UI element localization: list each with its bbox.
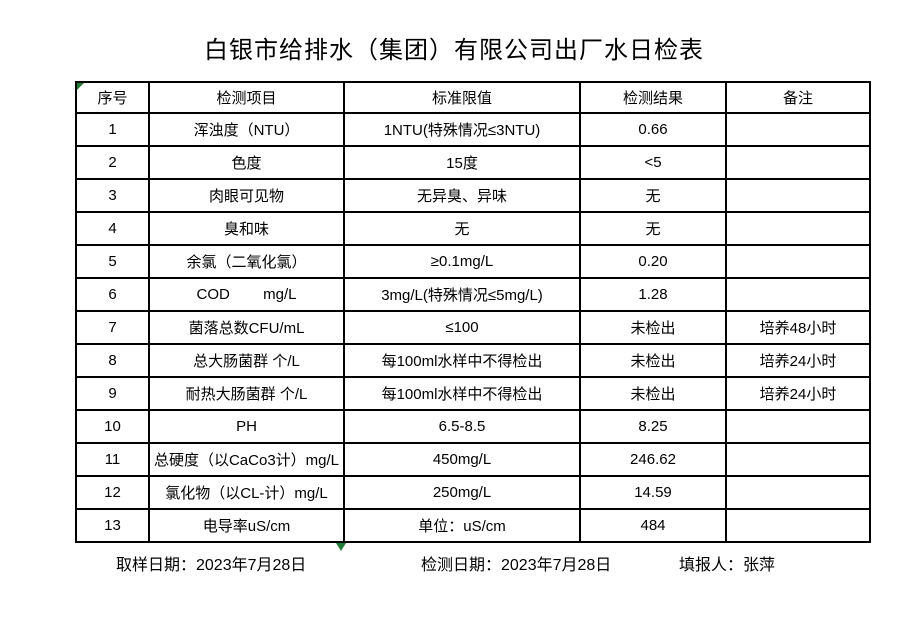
cell-serial-number: 13 [75, 508, 150, 543]
table-row: 13 电导率uS/cm 单位：uS/cm 484 [75, 508, 871, 543]
header-remark: 备注 [725, 81, 871, 114]
cell-remark: 培养24小时 [725, 343, 871, 378]
reporter-text: 填报人：张萍 [679, 557, 776, 574]
cell-serial-number: 12 [75, 475, 150, 510]
table-row: 2 色度 15度 <5 [75, 145, 871, 180]
cell-remark [725, 442, 871, 477]
cell-serial-number: 4 [75, 211, 150, 246]
cell-serial-number: 9 [75, 376, 150, 411]
cell-serial-number: 8 [75, 343, 150, 378]
header-test-result: 检测结果 [579, 81, 727, 114]
cell-remark [725, 277, 871, 312]
cell-standard-limit: 6.5-8.5 [343, 409, 581, 444]
table-row: 12 氯化物（以CL-计）mg/L 250mg/L 14.59 [75, 475, 871, 510]
cell-remark: 培养48小时 [725, 310, 871, 345]
table-row: 6 COD mg/L 3mg/L(特殊情况≤5mg/L) 1.28 [75, 277, 871, 312]
cell-test-result: 0.20 [579, 244, 727, 279]
inspection-table: 序号 检测项目 标准限值 检测结果 备注 1 浑浊度（NTU） 1NTU(特殊情况≤… [75, 81, 871, 543]
cell-serial-number: 11 [75, 442, 150, 477]
cell-remark [725, 475, 871, 510]
cell-test-item: 总大肠菌群 个/L [148, 343, 345, 378]
cell-test-item: 浑浊度（NTU） [148, 112, 345, 147]
cell-test-result: 未检出 [579, 343, 727, 378]
cell-test-result: 14.59 [579, 475, 727, 510]
cell-test-result: 未检出 [579, 376, 727, 411]
cell-test-result: 484 [579, 508, 727, 543]
cell-serial-number: 5 [75, 244, 150, 279]
cell-test-result: 无 [579, 178, 727, 213]
cell-test-result: 未检出 [579, 310, 727, 345]
cell-test-item: 菌落总数CFU/mL [148, 310, 345, 345]
cell-standard-limit: ≤100 [343, 310, 581, 345]
cell-test-result: 0.66 [579, 112, 727, 147]
table-row: 8 总大肠菌群 个/L 每100ml水样中不得检出 未检出 培养24小时 [75, 343, 871, 378]
cell-remark [725, 145, 871, 180]
cell-test-result: 246.62 [579, 442, 727, 477]
cell-remark [725, 211, 871, 246]
cell-remark: 培养24小时 [725, 376, 871, 411]
header-standard-limit: 标准限值 [343, 81, 581, 114]
cell-standard-limit: 单位：uS/cm [343, 508, 581, 543]
table-row: 4 臭和味无无 [75, 211, 871, 246]
cell-test-result: <5 [579, 145, 727, 180]
table-row: 5 余氯（二氧化氯） ≥0.1mg/L 0.20 [75, 244, 871, 279]
green-triangle-marker-icon [336, 543, 346, 551]
header-row: 序号 检测项目 标准限值 检测结果 备注 [75, 81, 871, 114]
table-row: 9 耐热大肠菌群 个/L 每100ml水样中不得检出 未检出 培养24小时 [75, 376, 871, 411]
cell-test-result: 8.25 [579, 409, 727, 444]
cell-test-item: 耐热大肠菌群 个/L [148, 376, 345, 411]
cell-standard-limit: 250mg/L [343, 475, 581, 510]
test-date-text: 检测日期：2023年7月28日 [421, 557, 612, 574]
cell-standard-limit: 无异臭、异味 [343, 178, 581, 213]
cell-serial-number: 7 [75, 310, 150, 345]
cell-serial-number: 6 [75, 277, 150, 312]
table-row: 10 PH 6.5-8.5 8.25 [75, 409, 871, 444]
cell-remark [725, 508, 871, 543]
table-row: 1 浑浊度（NTU） 1NTU(特殊情况≤3NTU) 0.66 [75, 112, 871, 147]
table-body: 1 浑浊度（NTU） 1NTU(特殊情况≤3NTU) 0.66 2 色度 15度 <5 3 肉眼可… [75, 112, 871, 543]
sampling-date-text: 取样日期：2023年7月28日 [116, 557, 307, 574]
table-row: 3 肉眼可见物 无异臭、异味无 [75, 178, 871, 213]
cell-standard-limit: 15度 [343, 145, 581, 180]
cell-serial-number: 2 [75, 145, 150, 180]
header-test-item: 检测项目 [148, 81, 345, 114]
cell-test-item: 总硬度（以CaCo3计）mg/L [148, 442, 345, 477]
cell-test-result: 1.28 [579, 277, 727, 312]
footer: 取样日期：2023年7月28日 检测日期：2023年7月28日 填报人：张萍 [0, 551, 908, 574]
cell-serial-number: 10 [75, 409, 150, 444]
cell-test-item: 氯化物（以CL-计）mg/L [148, 475, 345, 510]
cell-test-item: 臭和味 [148, 211, 345, 246]
cell-test-item: 余氯（二氧化氯） [148, 244, 345, 279]
cell-test-item: COD mg/L [148, 277, 345, 312]
cell-test-result: 无 [579, 211, 727, 246]
cell-test-item: 肉眼可见物 [148, 178, 345, 213]
cell-test-item: 电导率uS/cm [148, 508, 345, 543]
cell-standard-limit: 450mg/L [343, 442, 581, 477]
table-row: 7 菌落总数CFU/mL ≤100 未检出 培养48小时 [75, 310, 871, 345]
cell-remark [725, 244, 871, 279]
table-row: 11 总硬度（以CaCo3计）mg/L 450mg/L 246.62 [75, 442, 871, 477]
cell-test-item: PH [148, 409, 345, 444]
cell-remark [725, 112, 871, 147]
page-title: 白银市给排水（集团）有限公司出厂水日检表 [204, 37, 704, 64]
cell-standard-limit: ≥0.1mg/L [343, 244, 581, 279]
cell-serial-number: 1 [75, 112, 150, 147]
cell-standard-limit: 1NTU(特殊情况≤3NTU) [343, 112, 581, 147]
cell-standard-limit: 每100ml水样中不得检出 [343, 376, 581, 411]
cell-test-item: 色度 [148, 145, 345, 180]
cell-standard-limit: 无 [343, 211, 581, 246]
cell-standard-limit: 3mg/L(特殊情况≤5mg/L) [343, 277, 581, 312]
header-serial-number: 序号 [75, 81, 150, 114]
cell-remark [725, 409, 871, 444]
cell-remark [725, 178, 871, 213]
cell-serial-number: 3 [75, 178, 150, 213]
cell-standard-limit: 每100ml水样中不得检出 [343, 343, 581, 378]
